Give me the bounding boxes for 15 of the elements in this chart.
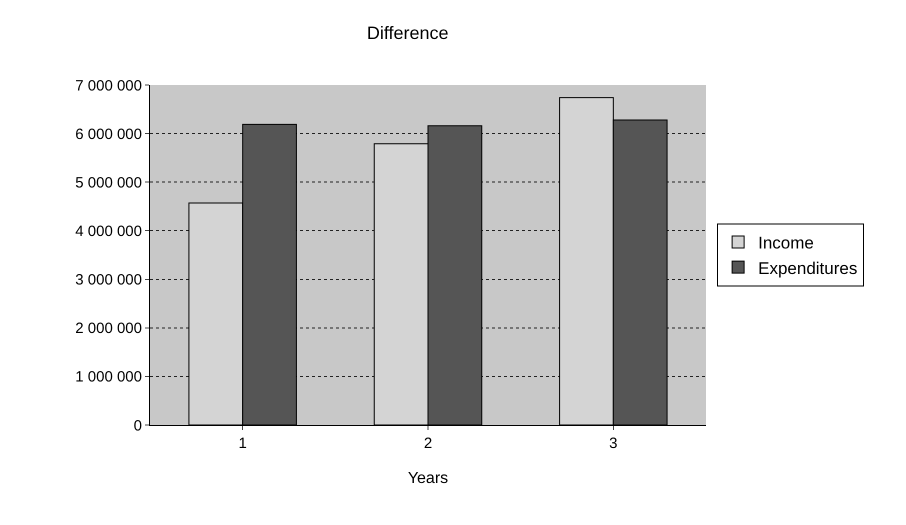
y-tick-label: 3 000 000 xyxy=(75,272,142,289)
legend-label: Expenditures xyxy=(758,258,858,278)
y-tick-label: 7 000 000 xyxy=(75,77,142,94)
y-tick-label: 4 000 000 xyxy=(75,222,142,240)
x-tick-label: 2 xyxy=(424,435,432,452)
y-tick-label: 2 000 000 xyxy=(75,320,142,338)
x-axis-title: Years xyxy=(408,470,448,487)
x-tick-label: 1 xyxy=(238,435,247,452)
chart-title: Difference xyxy=(366,22,449,43)
y-tick-label: 0 xyxy=(134,417,142,434)
y-tick-label: 1 000 000 xyxy=(75,368,142,386)
x-tick-label: 3 xyxy=(609,435,618,452)
y-tick-label: 6 000 000 xyxy=(75,126,142,143)
legend-label: Income xyxy=(758,234,814,253)
y-tick-label: 5 000 000 xyxy=(75,174,142,192)
